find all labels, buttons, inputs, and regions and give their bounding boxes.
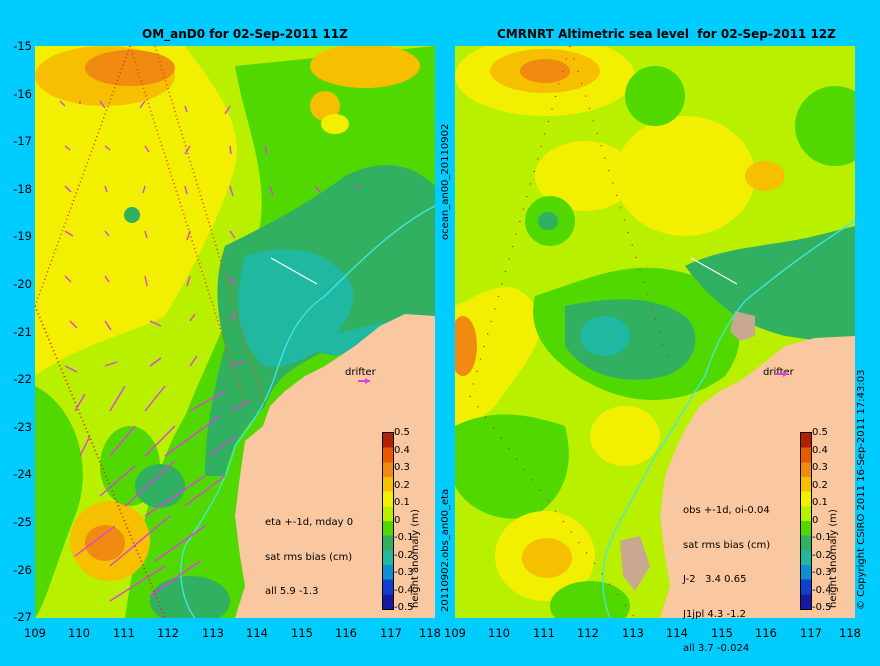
colorbar-tick: -0.5 xyxy=(394,602,414,613)
lon-tick: 118 xyxy=(839,626,861,640)
lat-tick: -16 xyxy=(13,87,32,101)
lat-tick: -19 xyxy=(13,229,32,243)
info-line: J-2 3.4 0.65 xyxy=(683,574,747,585)
copyright-notice: © Copyright CSIRO 2011 16-Sep-2011 17:43… xyxy=(856,369,867,610)
colorbar-tick: -0.2 xyxy=(812,549,832,561)
right-map[interactable] xyxy=(455,46,855,618)
lon-tick: 115 xyxy=(291,626,313,640)
lon-tick: 115 xyxy=(711,626,733,640)
colorbar-tick: -0.5 xyxy=(812,602,832,613)
lat-tick: -17 xyxy=(13,134,32,148)
colorbar-tick: -0.2 xyxy=(394,549,414,561)
colorbar-tick: 0.3 xyxy=(394,462,410,473)
colorbar-tick: 0.4 xyxy=(812,444,828,456)
lon-tick: 112 xyxy=(577,626,599,640)
colorbar-label: height anomaly (m) xyxy=(828,509,839,608)
colorbar-label: height anomaly (m) xyxy=(410,509,421,608)
left-panel-title: OM_anD0 for 02-Sep-2011 11Z xyxy=(142,27,348,41)
left-drifter-legend: drifter xyxy=(345,367,376,378)
colorbar-tick: 0.1 xyxy=(394,497,410,508)
colorbar-tick: 0.2 xyxy=(394,479,410,491)
left-info-box: eta +-1d, mday 0 sat rms bias (cm) all 5… xyxy=(265,494,353,609)
info-line: sat rms bias (cm) xyxy=(683,539,771,551)
lon-tick: 113 xyxy=(622,626,644,640)
colorbar-tick: -0.4 xyxy=(812,584,832,596)
lon-tick: 111 xyxy=(113,626,135,640)
lat-tick: -26 xyxy=(13,563,32,577)
lon-tick: 109 xyxy=(24,626,46,640)
info-line: J1jpl 4.3 -1.2 xyxy=(683,608,746,620)
lon-tick: 116 xyxy=(755,626,777,640)
lat-tick: -23 xyxy=(13,420,32,434)
lat-tick: -18 xyxy=(13,182,32,196)
lat-tick: -15 xyxy=(13,39,32,53)
colorbar-tick: 0.5 xyxy=(394,427,410,438)
info-line: all 3.7 -0.024 xyxy=(683,643,750,654)
lon-tick: 113 xyxy=(202,626,224,640)
lon-tick: 118 xyxy=(419,626,441,640)
colorbar-tick: 0.1 xyxy=(812,497,828,508)
lon-tick: 109 xyxy=(444,626,466,640)
lon-tick: 114 xyxy=(246,626,268,640)
colorbar-tick: -0.1 xyxy=(812,532,832,543)
colorbar-tick: -0.1 xyxy=(394,532,414,543)
left-drifter-arrow-icon xyxy=(358,378,370,384)
info-line: sat rms bias (cm) xyxy=(265,551,353,563)
colorbar-tick: 0.2 xyxy=(812,479,828,491)
right-drifter-legend: drifter xyxy=(763,367,794,378)
right-info-box: obs +-1d, oi-0.04 sat rms bias (cm) J-2 … xyxy=(683,482,770,666)
lat-tick: -27 xyxy=(13,610,32,624)
colorbar-tick: -0.4 xyxy=(394,584,414,596)
left-map[interactable] xyxy=(35,46,435,618)
lon-tick: 110 xyxy=(68,626,90,640)
colorbar-tick: -0.3 xyxy=(394,567,414,578)
lon-tick: 114 xyxy=(666,626,688,640)
lat-tick: -20 xyxy=(13,277,32,291)
drifter-label: drifter xyxy=(763,367,794,378)
lon-tick: 111 xyxy=(533,626,555,640)
info-line: all 5.9 -1.3 xyxy=(265,586,319,597)
info-line: obs +-1d, oi-0.04 xyxy=(683,505,770,516)
colorbar-tick: 0 xyxy=(394,514,401,526)
colorbar-tick: 0 xyxy=(812,514,819,526)
colorbar-tick: -0.3 xyxy=(812,567,832,578)
lon-tick: 112 xyxy=(157,626,179,640)
lat-tick: -21 xyxy=(13,325,32,339)
drifter-label: drifter xyxy=(345,367,376,378)
colorbar-bar xyxy=(382,432,394,610)
colorbar-tick: 0.3 xyxy=(812,462,828,473)
info-line: eta +-1d, mday 0 xyxy=(265,517,354,528)
lat-tick: -25 xyxy=(13,515,32,529)
colorbar-bar xyxy=(800,432,812,610)
lon-tick: 117 xyxy=(380,626,402,640)
right-panel-title: CMRNRT Altimetric sea level for 02-Sep-2… xyxy=(497,27,836,41)
left-side-label: 20110902.obs_an00_eta xyxy=(440,488,451,612)
colorbar-tick: 0.4 xyxy=(394,444,410,456)
colorbar-tick: 0.5 xyxy=(812,427,828,438)
lon-tick: 117 xyxy=(800,626,822,640)
lat-tick: -22 xyxy=(13,372,32,386)
right-side-label: ocean_an00_20110902 xyxy=(440,123,451,240)
lat-tick: -24 xyxy=(13,467,32,481)
right-drifter-arrow-icon xyxy=(776,371,788,377)
lon-tick: 116 xyxy=(335,626,357,640)
lon-tick: 110 xyxy=(488,626,510,640)
